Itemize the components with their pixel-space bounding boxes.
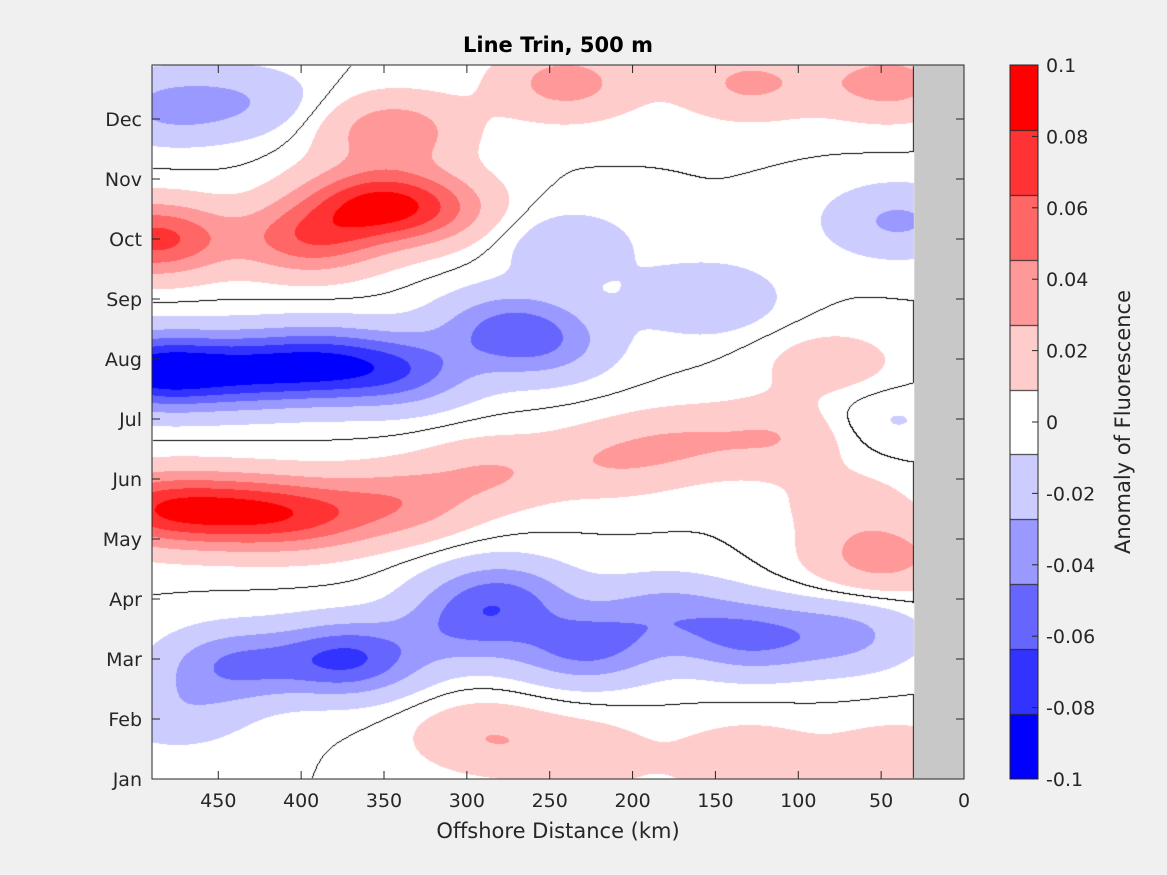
y-tick-label: May — [103, 529, 142, 551]
y-tick-label: Feb — [108, 709, 142, 731]
x-tick-label: 50 — [869, 790, 893, 812]
y-tick-label: Jun — [111, 469, 142, 491]
colorbar-tick-label: 0.06 — [1046, 198, 1088, 220]
x-tick-label: 400 — [283, 790, 319, 812]
no-data-region — [914, 65, 964, 779]
y-tick-label: Jan — [112, 769, 142, 791]
colorbar-tick-label: -0.04 — [1046, 555, 1095, 577]
colorbar-tick-label: 0.08 — [1046, 126, 1088, 148]
y-tick-label: Nov — [105, 169, 142, 191]
y-tick-label: Oct — [109, 229, 142, 251]
contour-fill — [152, 65, 964, 779]
colorbar-tick-label: 0.02 — [1046, 341, 1088, 363]
no-data-rect — [914, 65, 964, 779]
x-tick-label: 150 — [697, 790, 733, 812]
colorbar-tick-label: -0.02 — [1046, 483, 1095, 505]
x-tick-label: 100 — [780, 790, 816, 812]
colorbar-tick-label: -0.06 — [1046, 626, 1095, 648]
colorbar-ticks: 0.1 0.08 0.06 0.04 0.02 0 -0.02 -0.04 -0.06 -0.08… — [1032, 55, 1095, 791]
x-tick-label: 350 — [366, 790, 402, 812]
colorbar-tick-label: -0.08 — [1046, 698, 1095, 720]
x-tick-label: 250 — [532, 790, 568, 812]
x-tick-label: 300 — [449, 790, 485, 812]
y-axis: Jan Feb Mar Apr May Jun Jul Aug Sep Oct Nov Dec — [103, 109, 964, 791]
y-tick-label: Apr — [109, 589, 142, 611]
y-tick-label: Mar — [106, 649, 142, 671]
chart-title: Line Trin, 500 m — [463, 33, 653, 57]
y-tick-label: Aug — [105, 349, 142, 371]
colorbar-tick-label: 0 — [1046, 412, 1058, 434]
x-axis-label: Offshore Distance (km) — [436, 819, 679, 843]
x-tick-label: 450 — [200, 790, 236, 812]
colorbar-tick-label: 0.1 — [1046, 55, 1076, 77]
x-tick-label: 0 — [958, 790, 970, 812]
x-axis: 450 400 350 300 250 200 150 100 50 0 — [200, 65, 970, 812]
y-tick-label: Sep — [106, 289, 142, 311]
axes-box — [151, 64, 965, 780]
colorbar-tick-label: 0.04 — [1046, 269, 1088, 291]
y-tick-label: Dec — [105, 109, 142, 131]
colorbar-tick-label: -0.1 — [1046, 769, 1083, 791]
colorbar-label: Anomaly of Fluorescence — [1111, 290, 1135, 554]
plot-area — [152, 65, 964, 779]
x-tick-label: 200 — [614, 790, 650, 812]
y-tick-label: Jul — [118, 409, 142, 431]
